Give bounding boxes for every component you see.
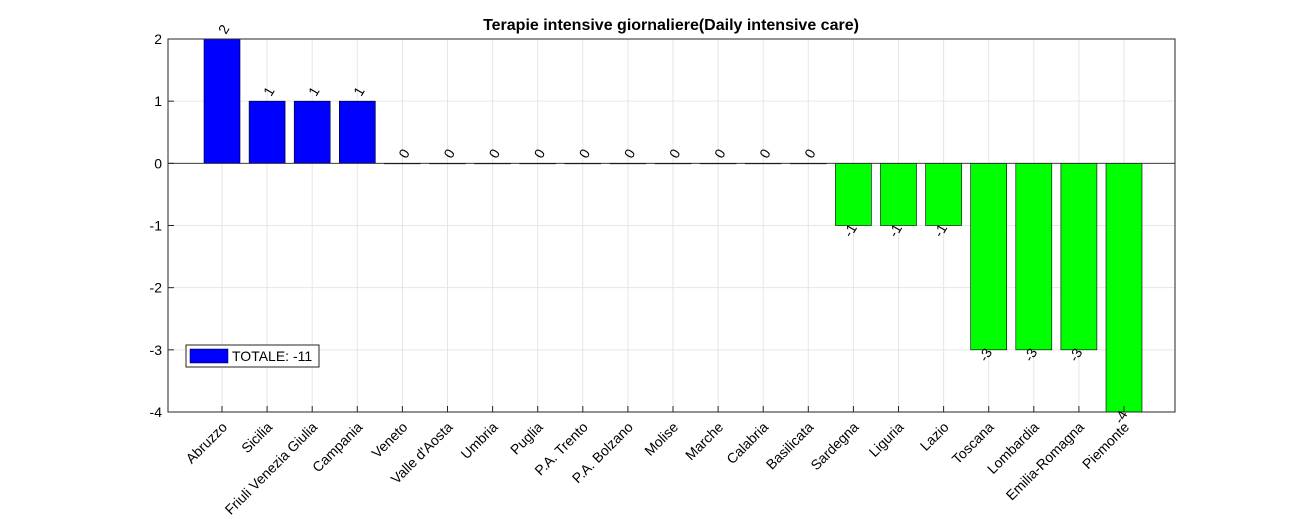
y-tick-label: -1 bbox=[150, 218, 163, 234]
x-tick-label: Umbria bbox=[457, 419, 500, 462]
x-tick-label: Piemonte bbox=[1079, 419, 1132, 472]
x-tick-label: Emilia-Romagna bbox=[1003, 419, 1088, 504]
bar bbox=[1015, 163, 1053, 351]
bar bbox=[293, 100, 331, 164]
legend: TOTALE: -11 bbox=[185, 344, 320, 368]
x-tick-label: Veneto bbox=[368, 419, 410, 461]
bar bbox=[248, 100, 286, 164]
bar bbox=[203, 38, 241, 164]
bar bbox=[835, 163, 872, 226]
y-tick-label: 1 bbox=[154, 93, 162, 109]
x-tick-label: Sicilia bbox=[238, 419, 275, 456]
bar bbox=[338, 100, 376, 164]
y-tick-label: 2 bbox=[154, 31, 162, 47]
legend-label: TOTALE: -11 bbox=[232, 348, 312, 364]
chart-title: Terapie intensive giornaliere(Daily inte… bbox=[483, 17, 859, 34]
y-tick-label: 0 bbox=[154, 155, 162, 171]
y-tick-label: -2 bbox=[150, 280, 163, 296]
x-tick-label: Marche bbox=[682, 419, 726, 463]
x-tick-label: Campania bbox=[309, 419, 366, 476]
bar bbox=[970, 163, 1008, 351]
legend-swatch bbox=[189, 348, 229, 364]
bar bbox=[925, 163, 962, 226]
y-tick-label: -3 bbox=[150, 342, 163, 358]
axes-box bbox=[167, 38, 1176, 413]
x-tick-label: Lazio bbox=[917, 419, 952, 454]
x-tick-label: Molise bbox=[641, 419, 681, 459]
bars bbox=[203, 38, 1143, 413]
grid bbox=[168, 38, 1175, 413]
x-tick-label: Puglia bbox=[507, 419, 546, 458]
x-tick-label: Liguria bbox=[866, 419, 907, 460]
data-label: 2 bbox=[215, 22, 233, 37]
x-tick-label: Basilicata bbox=[763, 419, 817, 473]
bar bbox=[1060, 163, 1098, 351]
y-tick-label: -4 bbox=[150, 404, 163, 420]
x-tick-label: Sardegna bbox=[807, 419, 861, 473]
bar bbox=[1105, 163, 1143, 413]
x-tick-label: Abruzzo bbox=[182, 419, 230, 467]
bar bbox=[880, 163, 917, 226]
